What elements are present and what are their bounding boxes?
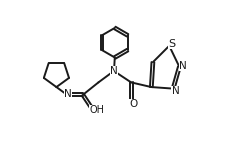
- Text: N: N: [172, 86, 179, 96]
- Text: N: N: [179, 61, 187, 71]
- Text: S: S: [168, 39, 176, 49]
- Text: O: O: [129, 99, 137, 109]
- Text: N: N: [64, 89, 72, 99]
- Text: N: N: [110, 66, 118, 76]
- Text: OH: OH: [89, 105, 104, 115]
